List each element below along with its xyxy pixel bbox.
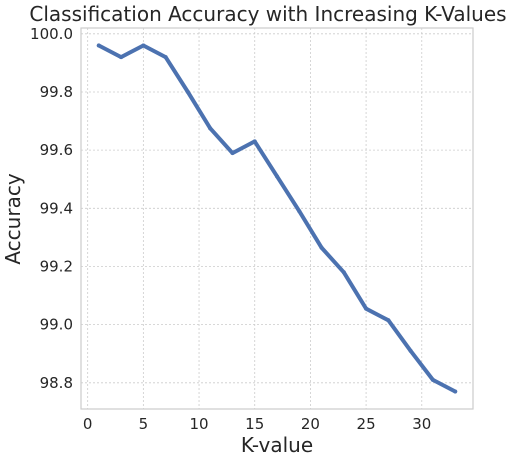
data-point: [96, 43, 101, 48]
y-tick-label: 98.8: [40, 374, 73, 392]
x-tick-label: 15: [245, 415, 264, 433]
data-point: [364, 306, 369, 311]
data-point: [230, 151, 235, 156]
y-tick-label: 100.0: [30, 25, 73, 43]
data-point: [319, 245, 324, 250]
data-point: [341, 270, 346, 275]
chart-title: Classification Accuracy with Increasing …: [29, 2, 506, 26]
data-point: [252, 139, 257, 144]
x-tick-label: 10: [189, 415, 208, 433]
x-tick-label: 0: [83, 415, 93, 433]
plot-frame: [80, 27, 474, 410]
x-axis-label: K-value: [241, 433, 313, 457]
data-point: [408, 348, 413, 353]
x-tick-label: 25: [357, 415, 376, 433]
data-point: [141, 43, 146, 48]
data-point: [163, 55, 168, 60]
x-tick-label: 30: [412, 415, 431, 433]
data-point: [275, 174, 279, 179]
y-tick-label: 99.2: [40, 257, 73, 275]
x-tick-labels: 0 5 10 15 20 25 30: [83, 415, 431, 433]
y-tick-label: 99.0: [40, 316, 73, 334]
data-point: [119, 55, 124, 60]
y-tick-label: 99.8: [40, 83, 73, 101]
series-layer: [96, 43, 458, 394]
data-point: [297, 209, 302, 214]
x-tick-label: 5: [139, 415, 149, 433]
data-point: [430, 377, 435, 382]
y-axis-label: Accuracy: [1, 173, 25, 264]
data-point: [453, 389, 458, 394]
data-point: [386, 318, 391, 323]
x-tick-label: 20: [301, 415, 320, 433]
data-point: [185, 89, 190, 94]
grid: [81, 28, 473, 409]
y-tick-label: 99.4: [40, 199, 73, 217]
y-tick-labels: 98.8 99.0 99.2 99.4 99.6 99.8 100.0: [30, 25, 73, 392]
y-tick-label: 99.6: [40, 141, 73, 159]
data-point: [208, 126, 213, 131]
